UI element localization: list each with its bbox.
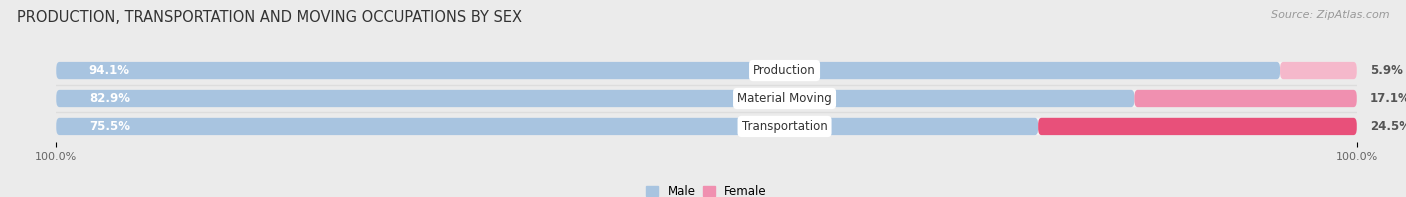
FancyBboxPatch shape [56,118,1357,135]
FancyBboxPatch shape [1135,90,1357,107]
FancyBboxPatch shape [56,90,1357,107]
Text: 24.5%: 24.5% [1369,120,1406,133]
Text: PRODUCTION, TRANSPORTATION AND MOVING OCCUPATIONS BY SEX: PRODUCTION, TRANSPORTATION AND MOVING OC… [17,10,522,25]
FancyBboxPatch shape [56,90,1135,107]
Text: Transportation: Transportation [742,120,827,133]
Text: Source: ZipAtlas.com: Source: ZipAtlas.com [1271,10,1389,20]
FancyBboxPatch shape [1038,118,1357,135]
Text: 94.1%: 94.1% [89,64,129,77]
FancyBboxPatch shape [56,118,1038,135]
Text: Production: Production [754,64,815,77]
FancyBboxPatch shape [1279,62,1357,79]
FancyBboxPatch shape [56,62,1279,79]
Text: 75.5%: 75.5% [89,120,129,133]
Text: 82.9%: 82.9% [89,92,129,105]
FancyBboxPatch shape [56,62,1357,79]
Legend: Male, Female: Male, Female [647,185,766,197]
Text: Material Moving: Material Moving [737,92,832,105]
Text: 5.9%: 5.9% [1369,64,1403,77]
Text: 17.1%: 17.1% [1369,92,1406,105]
